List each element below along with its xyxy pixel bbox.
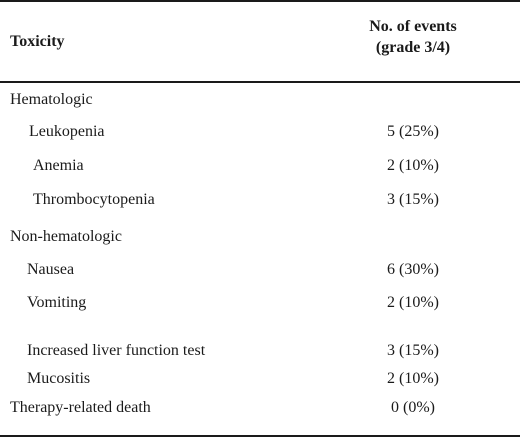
table-row-hematologic: Hematologic [0, 89, 520, 111]
row-value: 2 (10%) [387, 157, 439, 174]
row-label: Non-hematologic [10, 228, 122, 245]
row-label: Therapy-related death [10, 399, 151, 416]
table-row-vomiting: Vomiting 2 (10%) [0, 292, 520, 314]
table-row-leukopenia: Leukopenia 5 (25%) [0, 121, 520, 143]
row-label: Hematologic [10, 91, 93, 108]
row-value: 2 (10%) [387, 370, 439, 387]
table-row-mucositis: Mucositis 2 (10%) [0, 368, 520, 390]
row-label: Vomiting [27, 294, 87, 311]
row-label: Thrombocytopenia [33, 191, 155, 208]
column-header-toxicity: Toxicity [10, 33, 65, 50]
table-row-non-hematologic: Non-hematologic [0, 226, 520, 248]
table-row-anemia: Anemia 2 (10%) [0, 155, 520, 177]
table-row-therapy-related-death: Therapy-related death 0 (0%) [0, 397, 520, 419]
header-separator-rule [0, 81, 520, 83]
row-label: Anemia [33, 157, 84, 174]
column-header-events: No. of events (grade 3/4) [338, 16, 488, 58]
row-label: Mucositis [27, 370, 91, 387]
row-value: 3 (15%) [387, 342, 439, 359]
table-row-liver-function: Increased liver function test 3 (15%) [0, 340, 520, 362]
table-bottom-rule [0, 435, 520, 437]
row-label: Nausea [27, 261, 75, 278]
column-header-events-line1: No. of events [369, 18, 457, 35]
row-value: 3 (15%) [387, 191, 439, 208]
column-header-events-line2: (grade 3/4) [375, 39, 451, 56]
row-value: 6 (30%) [387, 261, 439, 278]
row-label: Increased liver function test [27, 342, 206, 359]
row-label: Leukopenia [29, 123, 105, 140]
table-top-rule [0, 0, 520, 2]
table-row-thrombocytopenia: Thrombocytopenia 3 (15%) [0, 189, 520, 211]
row-value: 2 (10%) [387, 294, 439, 311]
row-value: 0 (0%) [391, 399, 435, 416]
row-value: 5 (25%) [387, 123, 439, 140]
table-row-nausea: Nausea 6 (30%) [0, 259, 520, 281]
